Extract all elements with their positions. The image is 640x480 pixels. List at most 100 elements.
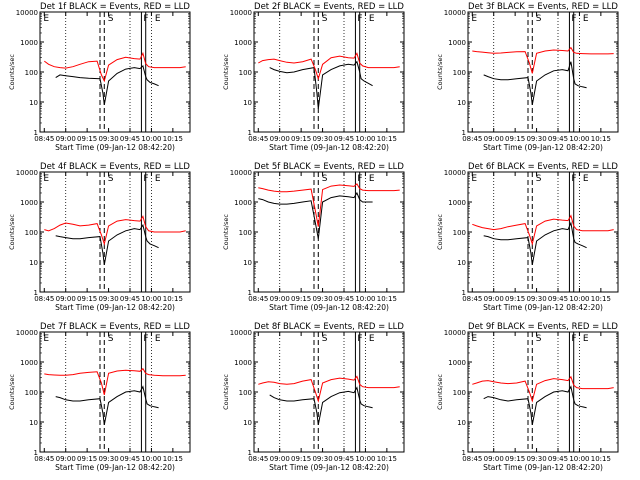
y-tick-label: 10 [457,419,466,427]
x-tick-label: 09:00 [56,455,76,463]
x-tick-label: 09:30 [98,455,118,463]
marker-label: S [536,174,542,184]
x-tick-label: 10:00 [569,135,589,143]
marker-label: S [322,174,328,184]
panel-title: Det 9f BLACK = Events, RED = LLD [468,322,618,332]
y-tick-label: 1 [248,129,252,137]
x-axis-title: Start Time (09-Jan-12 08:42:20) [269,143,389,152]
x-tick-label: 09:15 [77,455,97,463]
x-tick-label: 09:00 [56,295,76,303]
panel-title: Det 4f BLACK = Events, RED = LLD [40,162,190,172]
y-tick-label: 1000 [448,199,466,207]
x-tick-label: 08:45 [248,295,268,303]
x-tick-label: 08:45 [34,135,54,143]
marker-label: F [357,174,362,184]
panel-2: Det 2f BLACK = Events, RED = LLD 1 10 100 10… [222,2,405,152]
y-tick-label: 1 [34,129,38,137]
y-tick-label: 1000 [20,359,38,367]
x-tick-label: 10:15 [591,135,611,143]
panel-title: Det 6f BLACK = Events, RED = LLD [468,162,618,172]
x-axis-title: Start Time (09-Jan-12 08:42:20) [483,463,603,472]
x-tick-label: 10:00 [141,455,161,463]
x-tick-label: 10:15 [163,135,183,143]
x-tick-label: 08:45 [34,455,54,463]
x-tick-label: 09:00 [484,455,504,463]
marker-label: S [536,334,542,344]
panel-title: Det 3f BLACK = Events, RED = LLD [468,2,618,12]
marker-label: E [369,14,375,24]
marker-label: E [369,334,375,344]
panel-4: Det 4f BLACK = Events, RED = LLD 1 10 100 10… [8,162,191,312]
plot-frame [253,171,405,293]
x-axis-title: Start Time (09-Jan-12 08:42:20) [55,143,175,152]
x-tick-label: 10:15 [163,455,183,463]
x-tick-label: 09:30 [312,135,332,143]
y-tick-label: 100 [453,229,466,237]
panel-1: Det 1f BLACK = Events, RED = LLD 1 10 100 10… [8,2,191,152]
marker-label: E [583,334,589,344]
y-tick-label: 1000 [20,39,38,47]
y-tick-label: 100 [239,389,252,397]
y-tick-label: 10000 [444,9,466,17]
plot-frame [467,331,619,453]
marker-label: F [143,174,148,184]
x-tick-label: 09:15 [291,295,311,303]
x-tick-label: 10:15 [591,295,611,303]
marker-label: S [536,14,542,24]
marker-label: F [357,334,362,344]
x-tick-label: 08:45 [462,295,482,303]
y-tick-label: 10 [457,259,466,267]
marker-label: F [571,334,576,344]
y-tick-label: 10 [457,99,466,107]
y-tick-label: 10000 [16,9,38,17]
plot-frame [253,11,405,133]
x-tick-label: 10:00 [569,295,589,303]
x-tick-label: 09:45 [548,295,568,303]
panel-title: Det 2f BLACK = Events, RED = LLD [254,2,404,12]
lld-series-line [258,375,400,403]
y-axis-title: Counts/sec [436,54,444,90]
marker-label: E [43,174,49,184]
marker-label: S [108,174,114,184]
x-axis-title: Start Time (09-Jan-12 08:42:20) [269,303,389,312]
panel-5: Det 5f BLACK = Events, RED = LLD 1 10 100 10… [222,162,405,312]
x-tick-label: 10:00 [355,135,375,143]
y-tick-label: 1 [462,289,466,297]
x-tick-label: 10:15 [377,135,397,143]
x-tick-label: 10:15 [377,455,397,463]
panel-title: Det 1f BLACK = Events, RED = LLD [40,2,190,12]
panel-title: Det 5f BLACK = Events, RED = LLD [254,162,404,172]
y-axis-title: Counts/sec [8,54,16,90]
x-tick-label: 08:45 [248,455,268,463]
y-tick-label: 1 [34,289,38,297]
x-tick-label: 09:45 [334,295,354,303]
marker-label: E [583,174,589,184]
x-tick-label: 10:15 [163,295,183,303]
y-tick-label: 100 [25,389,38,397]
y-tick-label: 1000 [234,39,252,47]
plot-frame [39,11,191,133]
y-tick-label: 10000 [16,169,38,177]
y-tick-label: 100 [25,229,38,237]
lld-series-line [44,367,186,396]
x-tick-label: 10:00 [141,135,161,143]
y-tick-label: 100 [453,389,466,397]
y-tick-label: 1000 [234,359,252,367]
lld-series-line [472,214,614,246]
x-tick-label: 09:15 [291,135,311,143]
lld-series-line [258,52,400,81]
y-tick-label: 1 [462,449,466,457]
y-tick-label: 10 [243,99,252,107]
y-tick-label: 1 [462,129,466,137]
marker-label: E [471,334,477,344]
marker-label: E [583,14,589,24]
x-tick-label: 09:30 [526,455,546,463]
x-tick-label: 09:45 [120,455,140,463]
y-tick-label: 10000 [230,169,252,177]
y-tick-label: 10000 [230,9,252,17]
events-series-line [269,386,373,425]
y-tick-label: 10 [29,259,38,267]
x-tick-label: 09:45 [334,135,354,143]
x-tick-label: 08:45 [248,135,268,143]
